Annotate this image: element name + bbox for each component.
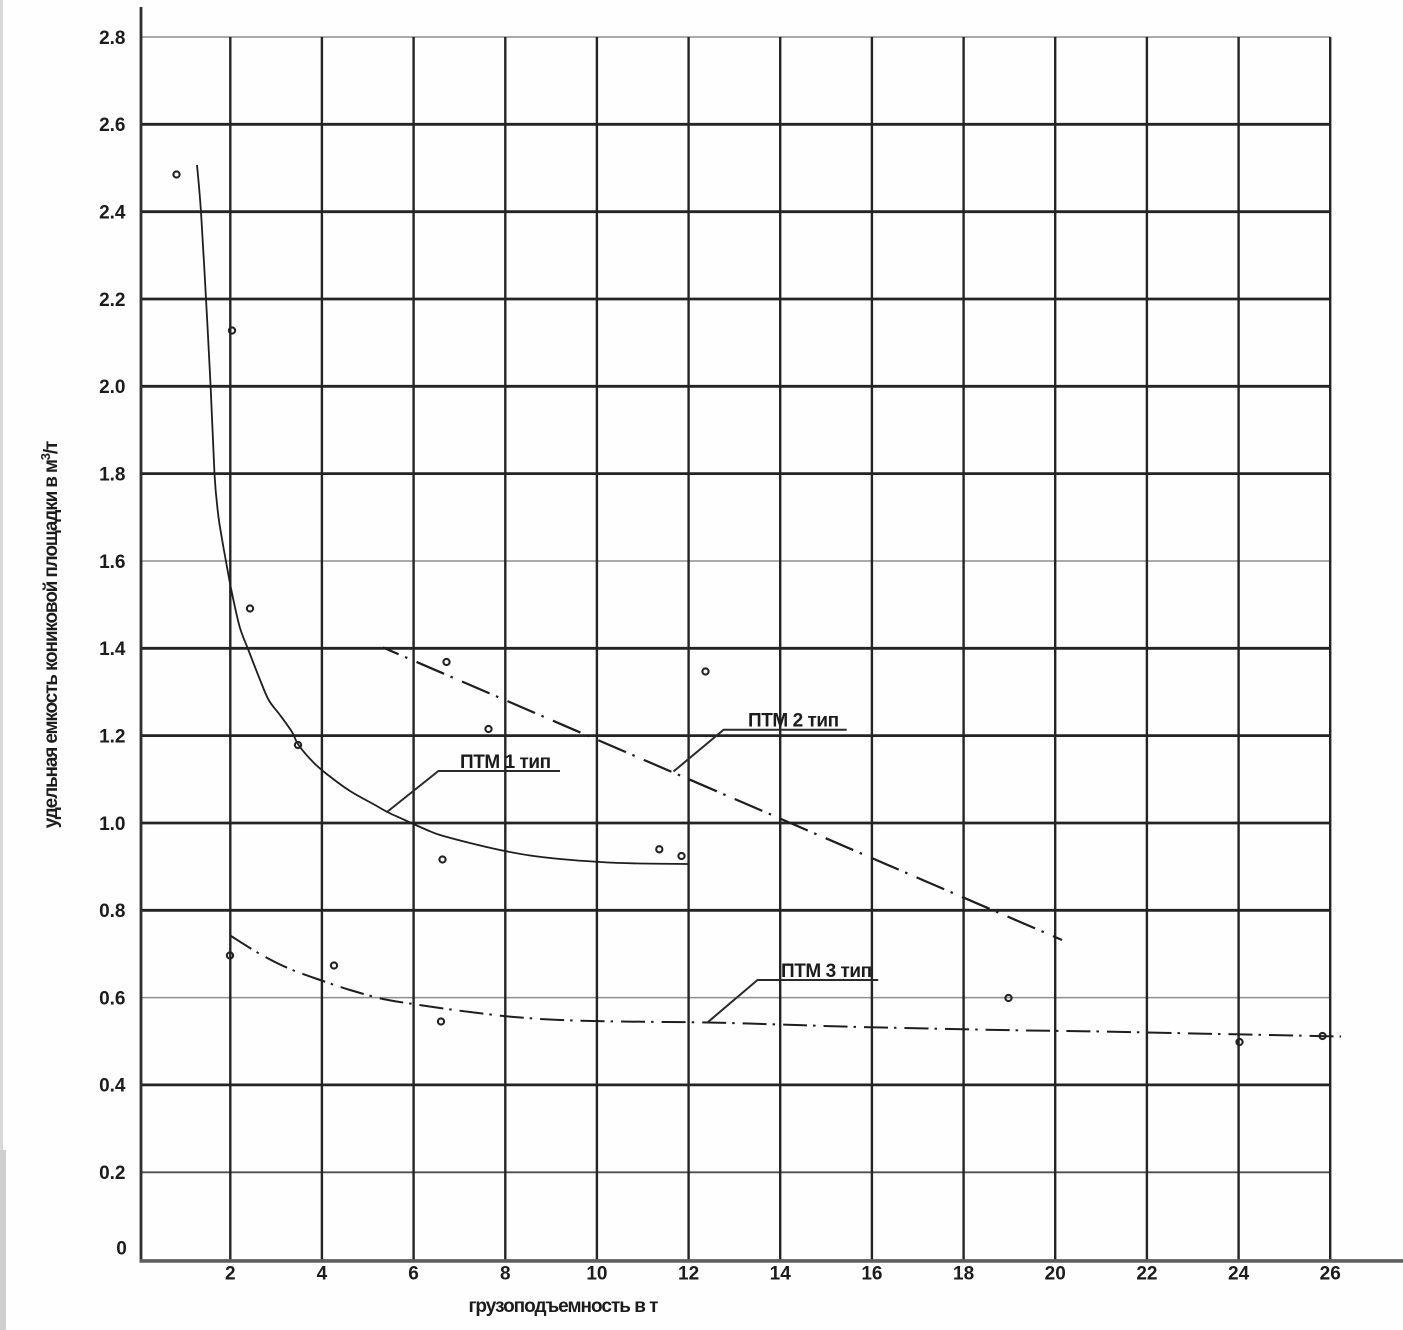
svg-text:0.2: 0.2 bbox=[99, 1163, 125, 1184]
svg-text:0.4: 0.4 bbox=[99, 1076, 126, 1097]
svg-text:16: 16 bbox=[861, 1264, 882, 1285]
svg-text:ПТМ 3 тип: ПТМ 3 тип bbox=[781, 961, 872, 982]
svg-text:14: 14 bbox=[770, 1264, 792, 1285]
svg-text:1.8: 1.8 bbox=[99, 464, 125, 485]
svg-text:4: 4 bbox=[317, 1264, 328, 1285]
svg-text:26: 26 bbox=[1320, 1264, 1341, 1285]
svg-text:ПТМ 1 тип: ПТМ 1 тип bbox=[460, 752, 551, 773]
svg-text:1.6: 1.6 bbox=[99, 552, 125, 573]
svg-text:1.0: 1.0 bbox=[99, 814, 125, 835]
svg-text:грузоподъемность в т: грузоподъемность в т bbox=[469, 1296, 659, 1317]
svg-text:12: 12 bbox=[678, 1264, 699, 1285]
svg-text:24: 24 bbox=[1228, 1264, 1250, 1285]
svg-text:22: 22 bbox=[1136, 1264, 1157, 1285]
svg-text:6: 6 bbox=[408, 1264, 419, 1285]
svg-text:2.6: 2.6 bbox=[99, 115, 125, 136]
svg-text:2.8: 2.8 bbox=[99, 28, 125, 49]
svg-text:0: 0 bbox=[116, 1239, 127, 1260]
svg-text:18: 18 bbox=[953, 1264, 974, 1285]
svg-text:20: 20 bbox=[1045, 1264, 1066, 1285]
svg-text:0.8: 0.8 bbox=[99, 901, 125, 922]
svg-text:8: 8 bbox=[500, 1264, 511, 1285]
svg-text:10: 10 bbox=[586, 1264, 607, 1285]
svg-text:ПТМ 2 тип: ПТМ 2 тип bbox=[748, 711, 839, 732]
svg-text:2.2: 2.2 bbox=[99, 290, 125, 311]
svg-text:2: 2 bbox=[225, 1264, 236, 1285]
svg-text:1.4: 1.4 bbox=[99, 639, 126, 660]
svg-text:2.4: 2.4 bbox=[99, 203, 126, 224]
svg-text:2.0: 2.0 bbox=[99, 377, 125, 398]
svg-text:1.2: 1.2 bbox=[99, 726, 125, 747]
svg-text:удельная емкость кониковой пло: удельная емкость кониковой площадки в м3… bbox=[38, 441, 62, 828]
svg-text:0.6: 0.6 bbox=[99, 988, 125, 1009]
